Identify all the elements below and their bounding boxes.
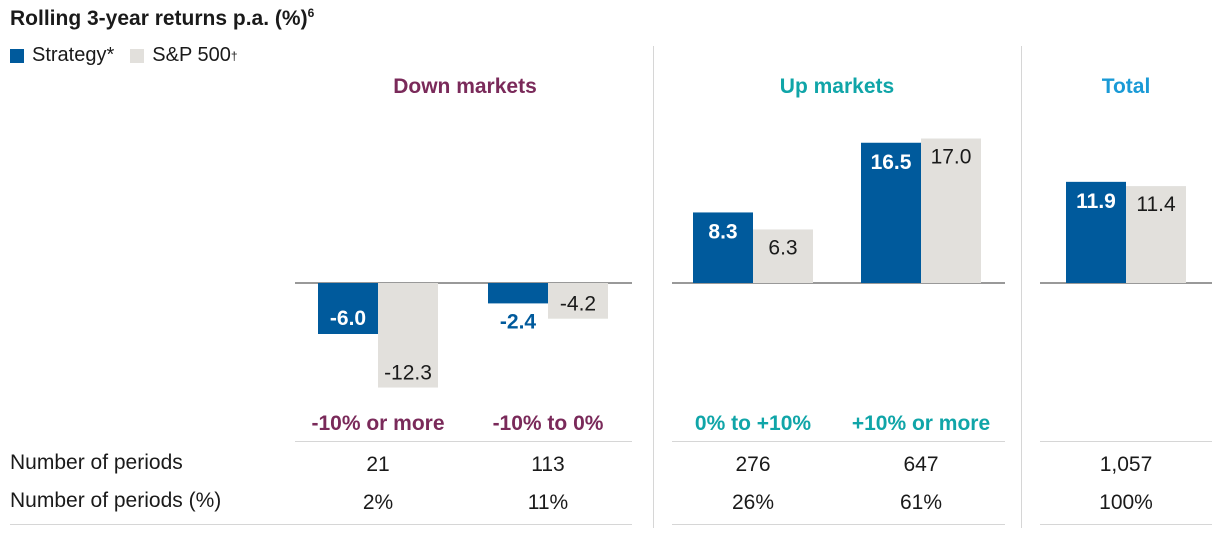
value-label-strategy-4: 16.5: [871, 151, 912, 174]
value-label-sp500-3: 6.3: [768, 236, 797, 259]
bar-sp500-3: [753, 229, 813, 283]
value-label-strategy-2: -2.4: [500, 310, 537, 333]
value-label-sp500-4: 17.0: [931, 146, 972, 169]
bar-sp500-1: [378, 283, 438, 388]
table-bottom-rule-total: [1040, 524, 1212, 525]
legend-swatch-sp500: [130, 48, 145, 63]
title-footnote-mark: 6: [307, 6, 315, 20]
table-bottom-rule-up: [672, 524, 1005, 525]
bar-sp500-4: [921, 138, 981, 283]
value-label-sp500-5: 11.4: [1136, 193, 1176, 216]
group-label-3: Total: [1102, 75, 1151, 98]
periods-cell-3: 276: [735, 453, 771, 476]
legend-label-sp500: S&P 500: [152, 44, 231, 66]
bar-strategy-5: [1066, 181, 1126, 283]
category-label-2: -10% to 0%: [493, 412, 604, 435]
bar-strategy-4: [861, 142, 921, 283]
section-divider-1: [653, 46, 654, 528]
legend: Strategy * S&P 500 †: [10, 44, 254, 67]
category-label-1: -10% or more: [311, 412, 444, 435]
table-top-rule-total: [1040, 441, 1212, 442]
group-label-1: Down markets: [393, 75, 537, 98]
periods-cell-2: 113: [531, 453, 565, 476]
periods-pct-cell-4: 61%: [899, 491, 943, 514]
periods-pct-cell-5: 100%: [1099, 491, 1153, 514]
table-top-rule-up: [672, 441, 1005, 442]
chart-title-text: Rolling 3-year returns p.a. (%): [10, 7, 308, 30]
bar-strategy-2: [488, 283, 548, 304]
bar-sp500-2: [548, 283, 608, 319]
periods-pct-cell-1: 2%: [362, 491, 394, 514]
value-label-sp500-1: -12.3: [384, 362, 432, 385]
row-label-number-of-periods: Number of periods: [10, 451, 183, 474]
category-label-3: 0% to +10%: [695, 412, 811, 435]
legend-label-strategy: Strategy: [32, 44, 107, 66]
periods-cell-5: 1,057: [1099, 453, 1153, 476]
bar-strategy-3: [693, 212, 753, 283]
table-bottom-rule-left: [10, 524, 632, 525]
legend-item-strategy: Strategy *: [10, 44, 114, 67]
legend-mark-sp500: †: [230, 48, 238, 63]
legend-mark-strategy: *: [106, 44, 115, 66]
section-divider-2: [1021, 46, 1022, 528]
table-top-rule-down: [295, 441, 632, 442]
periods-pct-cell-3: 26%: [731, 491, 775, 514]
bar-strategy-1: [318, 283, 378, 334]
periods-cell-1: 21: [366, 453, 390, 476]
group-label-2: Up markets: [780, 75, 894, 98]
value-label-sp500-2: -4.2: [560, 293, 596, 316]
row-label-number-of-periods-pct: Number of periods (%): [10, 489, 222, 512]
category-label-4: +10% or more: [852, 412, 990, 435]
chart-title: Rolling 3-year returns p.a. (%)6: [10, 6, 314, 31]
value-label-strategy-1: -6.0: [330, 307, 366, 330]
legend-item-sp500: S&P 500 †: [130, 44, 238, 67]
value-label-strategy-5: 11.9: [1076, 190, 1116, 213]
legend-swatch-strategy: [10, 48, 24, 63]
periods-pct-cell-2: 11%: [527, 491, 569, 514]
bar-sp500-5: [1126, 186, 1186, 283]
periods-cell-4: 647: [903, 453, 939, 476]
value-label-strategy-3: 8.3: [708, 220, 737, 243]
